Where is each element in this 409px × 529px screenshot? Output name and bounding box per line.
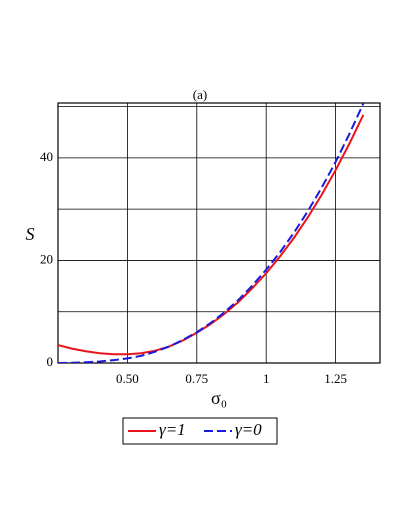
legend-box [122, 417, 278, 445]
x-axis-label: σ₀ [211, 388, 227, 408]
y-tick-label: 0 [47, 354, 54, 369]
y-axis-label: S [26, 224, 35, 244]
legend-label: γ=1 [159, 420, 186, 439]
x-tick-label: 1 [263, 371, 270, 386]
series-line [58, 114, 365, 356]
x-tick-label: 0.50 [116, 371, 139, 386]
plot-frame [57, 102, 381, 364]
legend-label: γ=0 [235, 420, 262, 439]
x-tick-label: 0.75 [185, 371, 208, 386]
x-tick-label: 1.25 [324, 371, 347, 386]
y-tick-label: 40 [40, 149, 53, 164]
series-line [58, 103, 365, 363]
y-tick-label: 20 [40, 251, 53, 266]
chart-title: (a) [193, 87, 207, 102]
